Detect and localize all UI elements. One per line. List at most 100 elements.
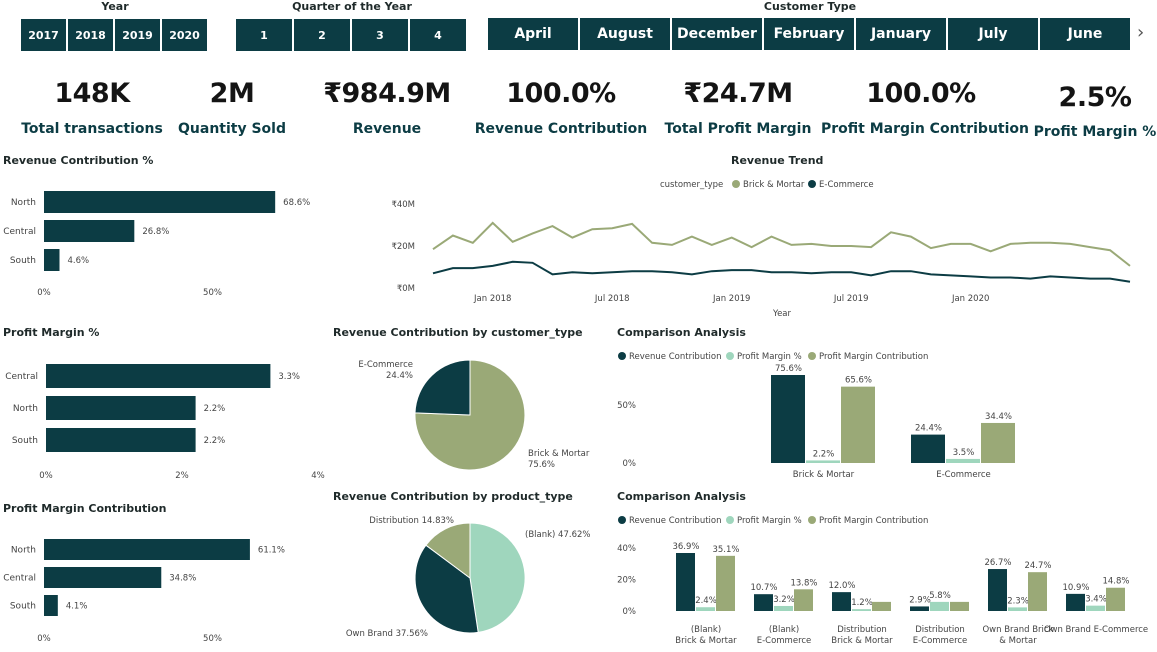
column-bar[interactable] <box>716 555 735 611</box>
legend-marker <box>726 516 734 524</box>
data-label: 26.8% <box>142 227 169 237</box>
y-tick-label: 40% <box>617 544 636 554</box>
legend-label: Revenue Contribution <box>629 352 722 362</box>
y-tick-label: ₹0M <box>397 284 415 294</box>
column-bar[interactable] <box>794 589 813 611</box>
data-label: 2.9% <box>909 595 931 605</box>
column-bar[interactable] <box>696 607 715 611</box>
column-bar[interactable] <box>852 609 871 611</box>
kpi-value: 2M <box>209 78 255 109</box>
column-bar[interactable] <box>774 605 793 611</box>
legend-marker <box>618 352 626 360</box>
month-button-august[interactable]: August <box>580 18 670 50</box>
pie-slice[interactable] <box>414 359 526 471</box>
bar[interactable] <box>44 567 162 588</box>
rev-contrib-title: Revenue Contribution % <box>3 154 154 167</box>
pie-label: Brick & Mortar <box>528 449 590 459</box>
legend-label: Profit Margin Contribution <box>819 352 928 362</box>
category-label: North <box>11 546 36 556</box>
bar[interactable] <box>46 396 196 420</box>
bar[interactable] <box>44 191 276 213</box>
column-bar[interactable] <box>930 601 949 611</box>
month-button-february[interactable]: February <box>764 18 854 50</box>
data-label: 35.1% <box>712 545 739 555</box>
column-bar[interactable] <box>950 601 969 611</box>
data-label: 24.4% <box>915 424 942 434</box>
quarter-button-4[interactable]: 4 <box>410 19 466 51</box>
kpi-label: Total Profit Margin <box>664 121 812 137</box>
category-label: South <box>10 602 36 612</box>
year-button-2020[interactable]: 2020 <box>162 19 207 51</box>
column-bar[interactable] <box>832 592 851 611</box>
column-bar[interactable] <box>981 422 1015 463</box>
legend-marker <box>618 516 626 524</box>
y-tick-label: 0% <box>623 459 637 469</box>
quarter-button-2[interactable]: 2 <box>294 19 350 51</box>
y-tick-label: 0% <box>623 607 637 617</box>
kpi-label: Profit Margin Contribution <box>821 121 1029 137</box>
year-button-2018[interactable]: 2018 <box>68 19 113 51</box>
legend-marker <box>732 180 740 188</box>
pie-slice[interactable] <box>414 359 471 416</box>
data-label: 75.6% <box>775 364 802 374</box>
month-button-july[interactable]: July <box>948 18 1038 50</box>
y-tick-label: ₹20M <box>391 242 415 252</box>
pie-label: E-Commerce <box>358 360 413 370</box>
column-bar[interactable] <box>910 606 929 611</box>
pie-slice[interactable] <box>469 522 526 633</box>
month-button-december[interactable]: December <box>672 18 762 50</box>
x-tick-label: 4% <box>311 471 325 481</box>
chevron-right-icon[interactable]: › <box>1137 22 1145 43</box>
column-bar[interactable] <box>676 553 695 611</box>
bar[interactable] <box>44 595 58 616</box>
legend-marker <box>808 516 816 524</box>
column-bar[interactable] <box>771 375 805 463</box>
pie-slice[interactable] <box>425 522 471 579</box>
category-label: E-Commerce <box>913 636 968 646</box>
x-tick-label: 0% <box>37 634 51 644</box>
bar[interactable] <box>44 220 135 242</box>
pie-label: (Blank) 47.62% <box>525 530 590 540</box>
column-bar[interactable] <box>872 601 891 611</box>
quarter-button-3[interactable]: 3 <box>352 19 408 51</box>
column-bar[interactable] <box>946 458 980 463</box>
column-bar[interactable] <box>911 434 945 463</box>
pie-product-title: Revenue Contribution by product_type <box>333 490 573 503</box>
data-label: 10.7% <box>750 583 777 593</box>
column-bar[interactable] <box>1066 593 1085 611</box>
category-label: Brick & Mortar <box>675 636 737 646</box>
data-label: 2.4% <box>695 596 717 606</box>
column-bar[interactable] <box>1008 607 1027 611</box>
category-label: North <box>11 198 36 208</box>
bar[interactable] <box>46 428 196 452</box>
quarter-button-1[interactable]: 1 <box>236 19 292 51</box>
month-button-june[interactable]: June <box>1040 18 1130 50</box>
data-label: 3.2% <box>773 595 795 605</box>
bar[interactable] <box>44 539 250 560</box>
column-bar[interactable] <box>1106 587 1125 611</box>
month-button-january[interactable]: January <box>856 18 946 50</box>
category-label: Distribution <box>915 625 965 635</box>
kpi-label: Total transactions <box>21 121 163 137</box>
column-bar[interactable] <box>1028 572 1047 611</box>
category-label: & Mortar <box>999 636 1037 646</box>
series-line-e-commerce[interactable] <box>432 260 1131 283</box>
column-bar[interactable] <box>841 386 875 463</box>
bar[interactable] <box>44 249 60 271</box>
year-button-2017[interactable]: 2017 <box>21 19 66 51</box>
pie-label: Own Brand 37.56% <box>346 629 428 639</box>
x-tick-label: 0% <box>39 471 53 481</box>
data-label: 68.6% <box>283 198 310 208</box>
category-label: Brick & Mortar <box>831 636 893 646</box>
column-bar[interactable] <box>1086 605 1105 611</box>
series-line-brick-mortar[interactable] <box>432 221 1131 267</box>
data-label: 4.6% <box>68 256 90 266</box>
year-button-2019[interactable]: 2019 <box>115 19 160 51</box>
bar[interactable] <box>46 364 271 388</box>
column-bar[interactable] <box>806 460 840 463</box>
column-bar[interactable] <box>754 594 773 611</box>
profit-margin-title: Profit Margin % <box>3 326 100 339</box>
pie-slice[interactable] <box>414 544 479 634</box>
column-bar[interactable] <box>988 569 1007 611</box>
month-button-april[interactable]: April <box>488 18 578 50</box>
